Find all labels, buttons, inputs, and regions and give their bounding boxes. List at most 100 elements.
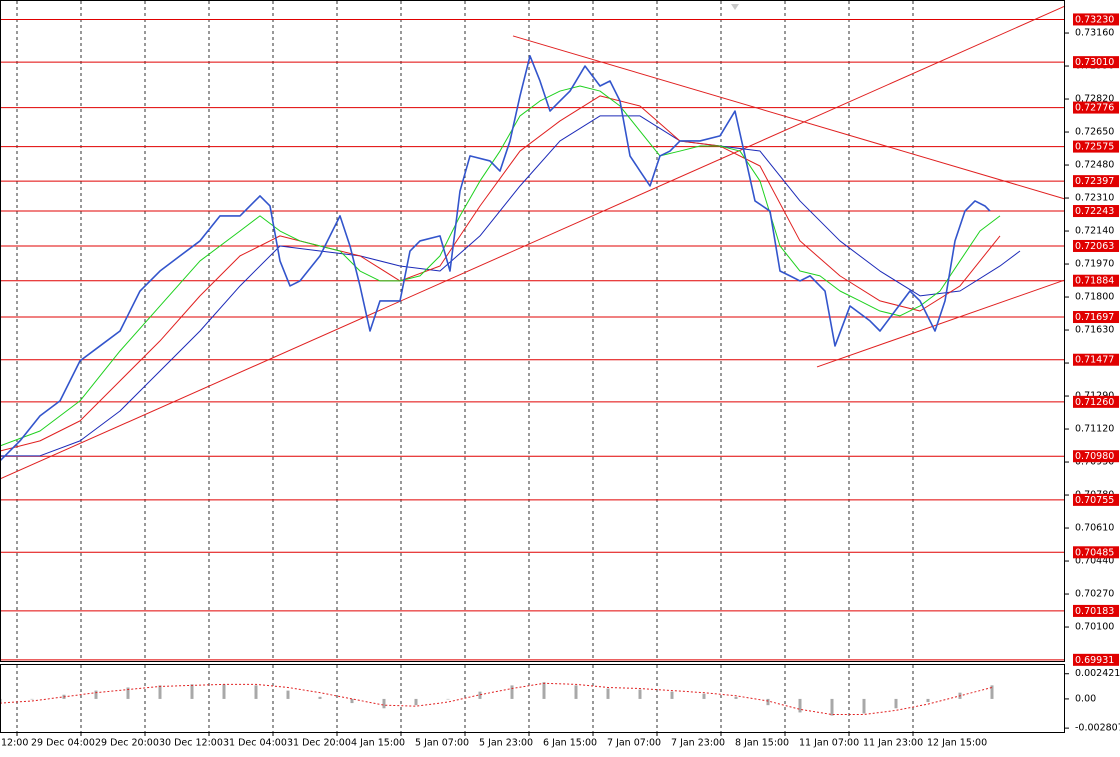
y-tick-label: 0.72820 (1075, 94, 1114, 105)
y-tick-label: 0.70440 (1075, 556, 1114, 567)
level-label: 0.71884 (1075, 276, 1114, 287)
shift-marker (731, 4, 739, 10)
level-tag (1073, 604, 1119, 617)
level-label: 0.72776 (1075, 103, 1114, 114)
histogram-bar (670, 691, 674, 699)
histogram-bar (350, 698, 354, 704)
x-tick-label: 7 Jan 23:00 (671, 738, 725, 749)
x-tick-label: 31 Dec 04:00 (223, 738, 287, 749)
level-label: 0.70755 (1075, 495, 1114, 506)
level-tag (1073, 395, 1119, 408)
level-label: 0.71260 (1075, 397, 1114, 408)
histogram-bar (798, 698, 802, 713)
signal-line (0, 682, 993, 716)
x-tick-label: 12 Jan 15:00 (927, 738, 987, 749)
level-tag (1073, 239, 1119, 252)
price-line (0, 115, 1021, 457)
level-label: 0.71697 (1075, 312, 1114, 323)
y-tick-label: 0.71120 (1075, 424, 1114, 435)
level-tag (1073, 450, 1119, 463)
level-tag (1073, 140, 1119, 153)
y-tick-label: 0.70610 (1075, 523, 1114, 534)
x-tick-label: 8 Jan 15:00 (735, 738, 789, 749)
y-tick-label: 0.72310 (1075, 193, 1114, 204)
x-tick-label: 29 Dec 04:00 (31, 738, 95, 749)
oscillator-frame (0, 664, 1065, 733)
level-label: 0.73010 (1075, 57, 1114, 68)
histogram-bar (734, 696, 738, 699)
level-tag (1073, 653, 1119, 666)
histogram-bar (414, 698, 418, 706)
y-tick-label: 0.71800 (1075, 292, 1114, 303)
histogram-bar (702, 693, 706, 699)
trendline (512, 35, 1066, 200)
x-tick-label: 11 Jan 07:00 (799, 738, 859, 749)
main-frame (0, 0, 1065, 662)
y-tick-label: -0.002807 (1075, 723, 1120, 734)
level-label: 0.71477 (1075, 355, 1114, 366)
histogram-bar (222, 684, 226, 699)
histogram-bar (638, 689, 642, 699)
level-tag (1073, 546, 1119, 559)
histogram-bar (606, 688, 610, 699)
histogram-bar (286, 690, 290, 699)
level-tag (1073, 353, 1119, 366)
histogram-bar (446, 698, 450, 700)
level-label: 0.72397 (1075, 176, 1114, 187)
price-line (0, 85, 1001, 447)
histogram-bar (94, 690, 98, 699)
x-tick-label: 4 Jan 15:00 (351, 738, 405, 749)
y-tick-label: 0.71970 (1075, 259, 1114, 270)
level-tag (1073, 13, 1119, 26)
level-label: 0.73230 (1075, 14, 1114, 25)
x-tick-label: 6 Jan 15:00 (543, 738, 597, 749)
level-tag (1073, 205, 1119, 218)
y-tick-label: 0.73160 (1075, 28, 1114, 39)
level-label: 0.72243 (1075, 206, 1114, 217)
x-tick-label: 5 Jan 23:00 (479, 738, 533, 749)
level-label: 0.69931 (1075, 655, 1114, 666)
level-tag (1073, 101, 1119, 114)
histogram-bar (30, 698, 34, 700)
histogram-bar (510, 685, 514, 699)
histogram-bar (126, 687, 130, 699)
level-tag (1073, 493, 1119, 506)
histogram-bar (766, 698, 770, 706)
histogram-bar (318, 696, 322, 699)
y-tick-label: 0.72480 (1075, 160, 1114, 171)
histogram-bar (382, 698, 386, 709)
level-tag (1073, 311, 1119, 324)
histogram-bar (990, 685, 994, 699)
plot (0, 1, 1066, 732)
histogram-bar (830, 698, 834, 716)
trendline (0, 5, 1066, 480)
y-tick-label: 0.70270 (1075, 589, 1114, 600)
level-tag (1073, 56, 1119, 69)
level-tag (1073, 175, 1119, 188)
y-tick-label: 0.71630 (1075, 325, 1114, 336)
level-label: 0.70485 (1075, 547, 1114, 558)
x-tick-label: 30 Dec 12:00 (159, 738, 223, 749)
price-line (0, 55, 991, 462)
histogram-bar (478, 691, 482, 699)
x-tick-label: 12:00 (1, 738, 28, 749)
level-label: 0.72063 (1075, 241, 1114, 252)
histogram-bar (926, 698, 930, 703)
y-tick-label: 0.70100 (1075, 622, 1114, 633)
price-line (0, 95, 1001, 452)
level-tag (1073, 274, 1119, 287)
x-tick-label: 5 Jan 07:00 (415, 738, 469, 749)
x-tick-label: 31 Dec 20:00 (287, 738, 351, 749)
histogram-bar (158, 685, 162, 699)
y-tick-label: 0.72650 (1075, 127, 1114, 138)
y-tick-label: 0.72140 (1075, 226, 1114, 237)
x-tick-label: 11 Jan 23:00 (863, 738, 923, 749)
level-label: 0.70183 (1075, 606, 1114, 617)
histogram-bar (190, 684, 194, 699)
histogram-bar (542, 682, 546, 699)
histogram-bar (862, 698, 866, 714)
histogram-bar (894, 698, 898, 709)
histogram-bar (254, 685, 258, 699)
